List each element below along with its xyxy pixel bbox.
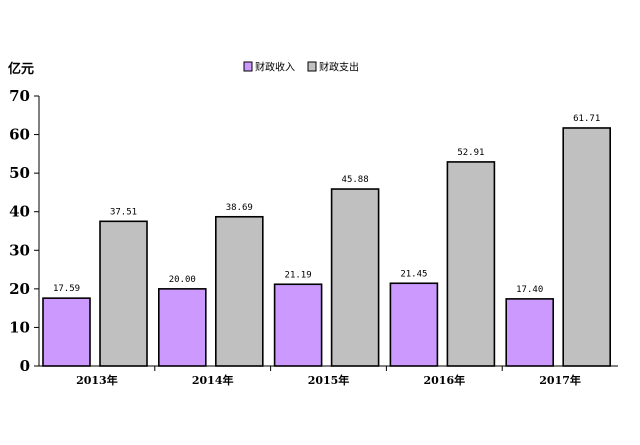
data-label: 17.59 (53, 284, 80, 294)
bar-expenditure (446, 161, 496, 367)
x-axis: 2013年 2014年 2015年 2016年 2017年 (39, 365, 618, 387)
legend-swatch (307, 61, 317, 72)
data-label: 38.69 (226, 203, 253, 213)
bar-revenue (389, 282, 439, 367)
data-label: 21.19 (285, 270, 312, 280)
data-label: 45.88 (342, 175, 369, 185)
data-label: 21.45 (400, 269, 427, 279)
bar-expenditure (330, 188, 380, 367)
legend: 财政收入 财政支出 (243, 61, 359, 74)
data-label: 52.91 (457, 148, 484, 158)
bar-revenue (273, 283, 323, 367)
x-tick-label: 2016年 (423, 373, 465, 387)
y-axis-unit: 亿元 (8, 61, 34, 77)
y-tick-label: 20 (9, 280, 30, 298)
x-tick-label: 2014年 (192, 373, 234, 387)
x-tick-label: 2017年 (539, 373, 581, 387)
data-label: 17.40 (516, 285, 543, 295)
bars: 17.59 20.00 21.19 21.45 17.40 37.51 38.69 45.88… (42, 114, 612, 367)
bar-revenue (505, 298, 555, 367)
bar-expenditure (215, 215, 264, 367)
y-tick-label: 0 (20, 357, 30, 375)
x-tick-label: 2015年 (308, 373, 350, 387)
y-tick-label: 40 (9, 203, 30, 221)
bar-expenditure (562, 127, 612, 367)
y-tick-label: 30 (9, 241, 30, 259)
bar-revenue (158, 288, 207, 367)
y-axis: 0 10 20 30 40 50 60 70 (9, 87, 40, 375)
legend-label: 财政收入 (255, 61, 295, 74)
legend-swatch (243, 61, 253, 72)
legend-label: 财政支出 (319, 61, 359, 74)
y-tick-label: 50 (9, 164, 30, 182)
y-tick-label: 60 (9, 126, 30, 144)
bar-expenditure (99, 220, 148, 367)
data-label: 37.51 (110, 207, 137, 217)
bar-revenue (42, 297, 91, 367)
data-label: 20.00 (169, 275, 196, 285)
x-tick-label: 2013年 (76, 373, 118, 387)
data-label: 61.71 (573, 114, 600, 124)
y-tick-label: 70 (9, 87, 30, 105)
y-tick-label: 10 (9, 318, 30, 336)
